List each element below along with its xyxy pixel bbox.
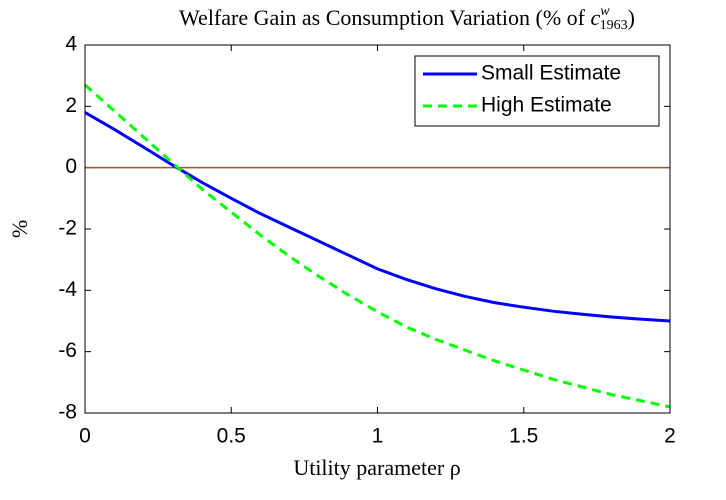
data-line xyxy=(84,111,671,323)
x-tick-label: 1.5 xyxy=(509,425,538,448)
y-tick-label: -8 xyxy=(58,401,77,424)
y-tick-label: -6 xyxy=(58,339,77,362)
x-axis-label: Utility parameter ρ xyxy=(293,455,460,480)
data-line xyxy=(84,83,671,409)
x-tick-label: 2 xyxy=(664,425,676,448)
y-tick-label: -4 xyxy=(58,278,77,301)
plot-frame xyxy=(84,44,671,414)
title-superscript: w xyxy=(600,4,610,19)
title-subscript: 1963 xyxy=(600,18,628,33)
y-tick-label: 0 xyxy=(65,155,77,178)
title-symbol: c xyxy=(591,5,601,30)
x-tick-label: 0 xyxy=(79,425,91,448)
legend-label: High Estimate xyxy=(481,94,612,117)
y-tick-label: 4 xyxy=(65,33,77,56)
y-tick-label: 2 xyxy=(65,94,77,117)
title-text: ) xyxy=(628,5,635,30)
x-tick-label: 0.5 xyxy=(217,425,246,448)
title-text: Welfare Gain as Consumption Variation (%… xyxy=(179,5,590,30)
y-axis-label: % xyxy=(7,220,32,238)
legend: Small Estimate High Estimate xyxy=(414,55,660,127)
legend-box xyxy=(414,55,660,127)
x-tick-label: 1 xyxy=(372,425,384,448)
legend-label: Small Estimate xyxy=(481,62,621,85)
y-tick-label: -2 xyxy=(58,217,77,240)
chart-title: Welfare Gain as Consumption Variation (%… xyxy=(179,4,635,33)
